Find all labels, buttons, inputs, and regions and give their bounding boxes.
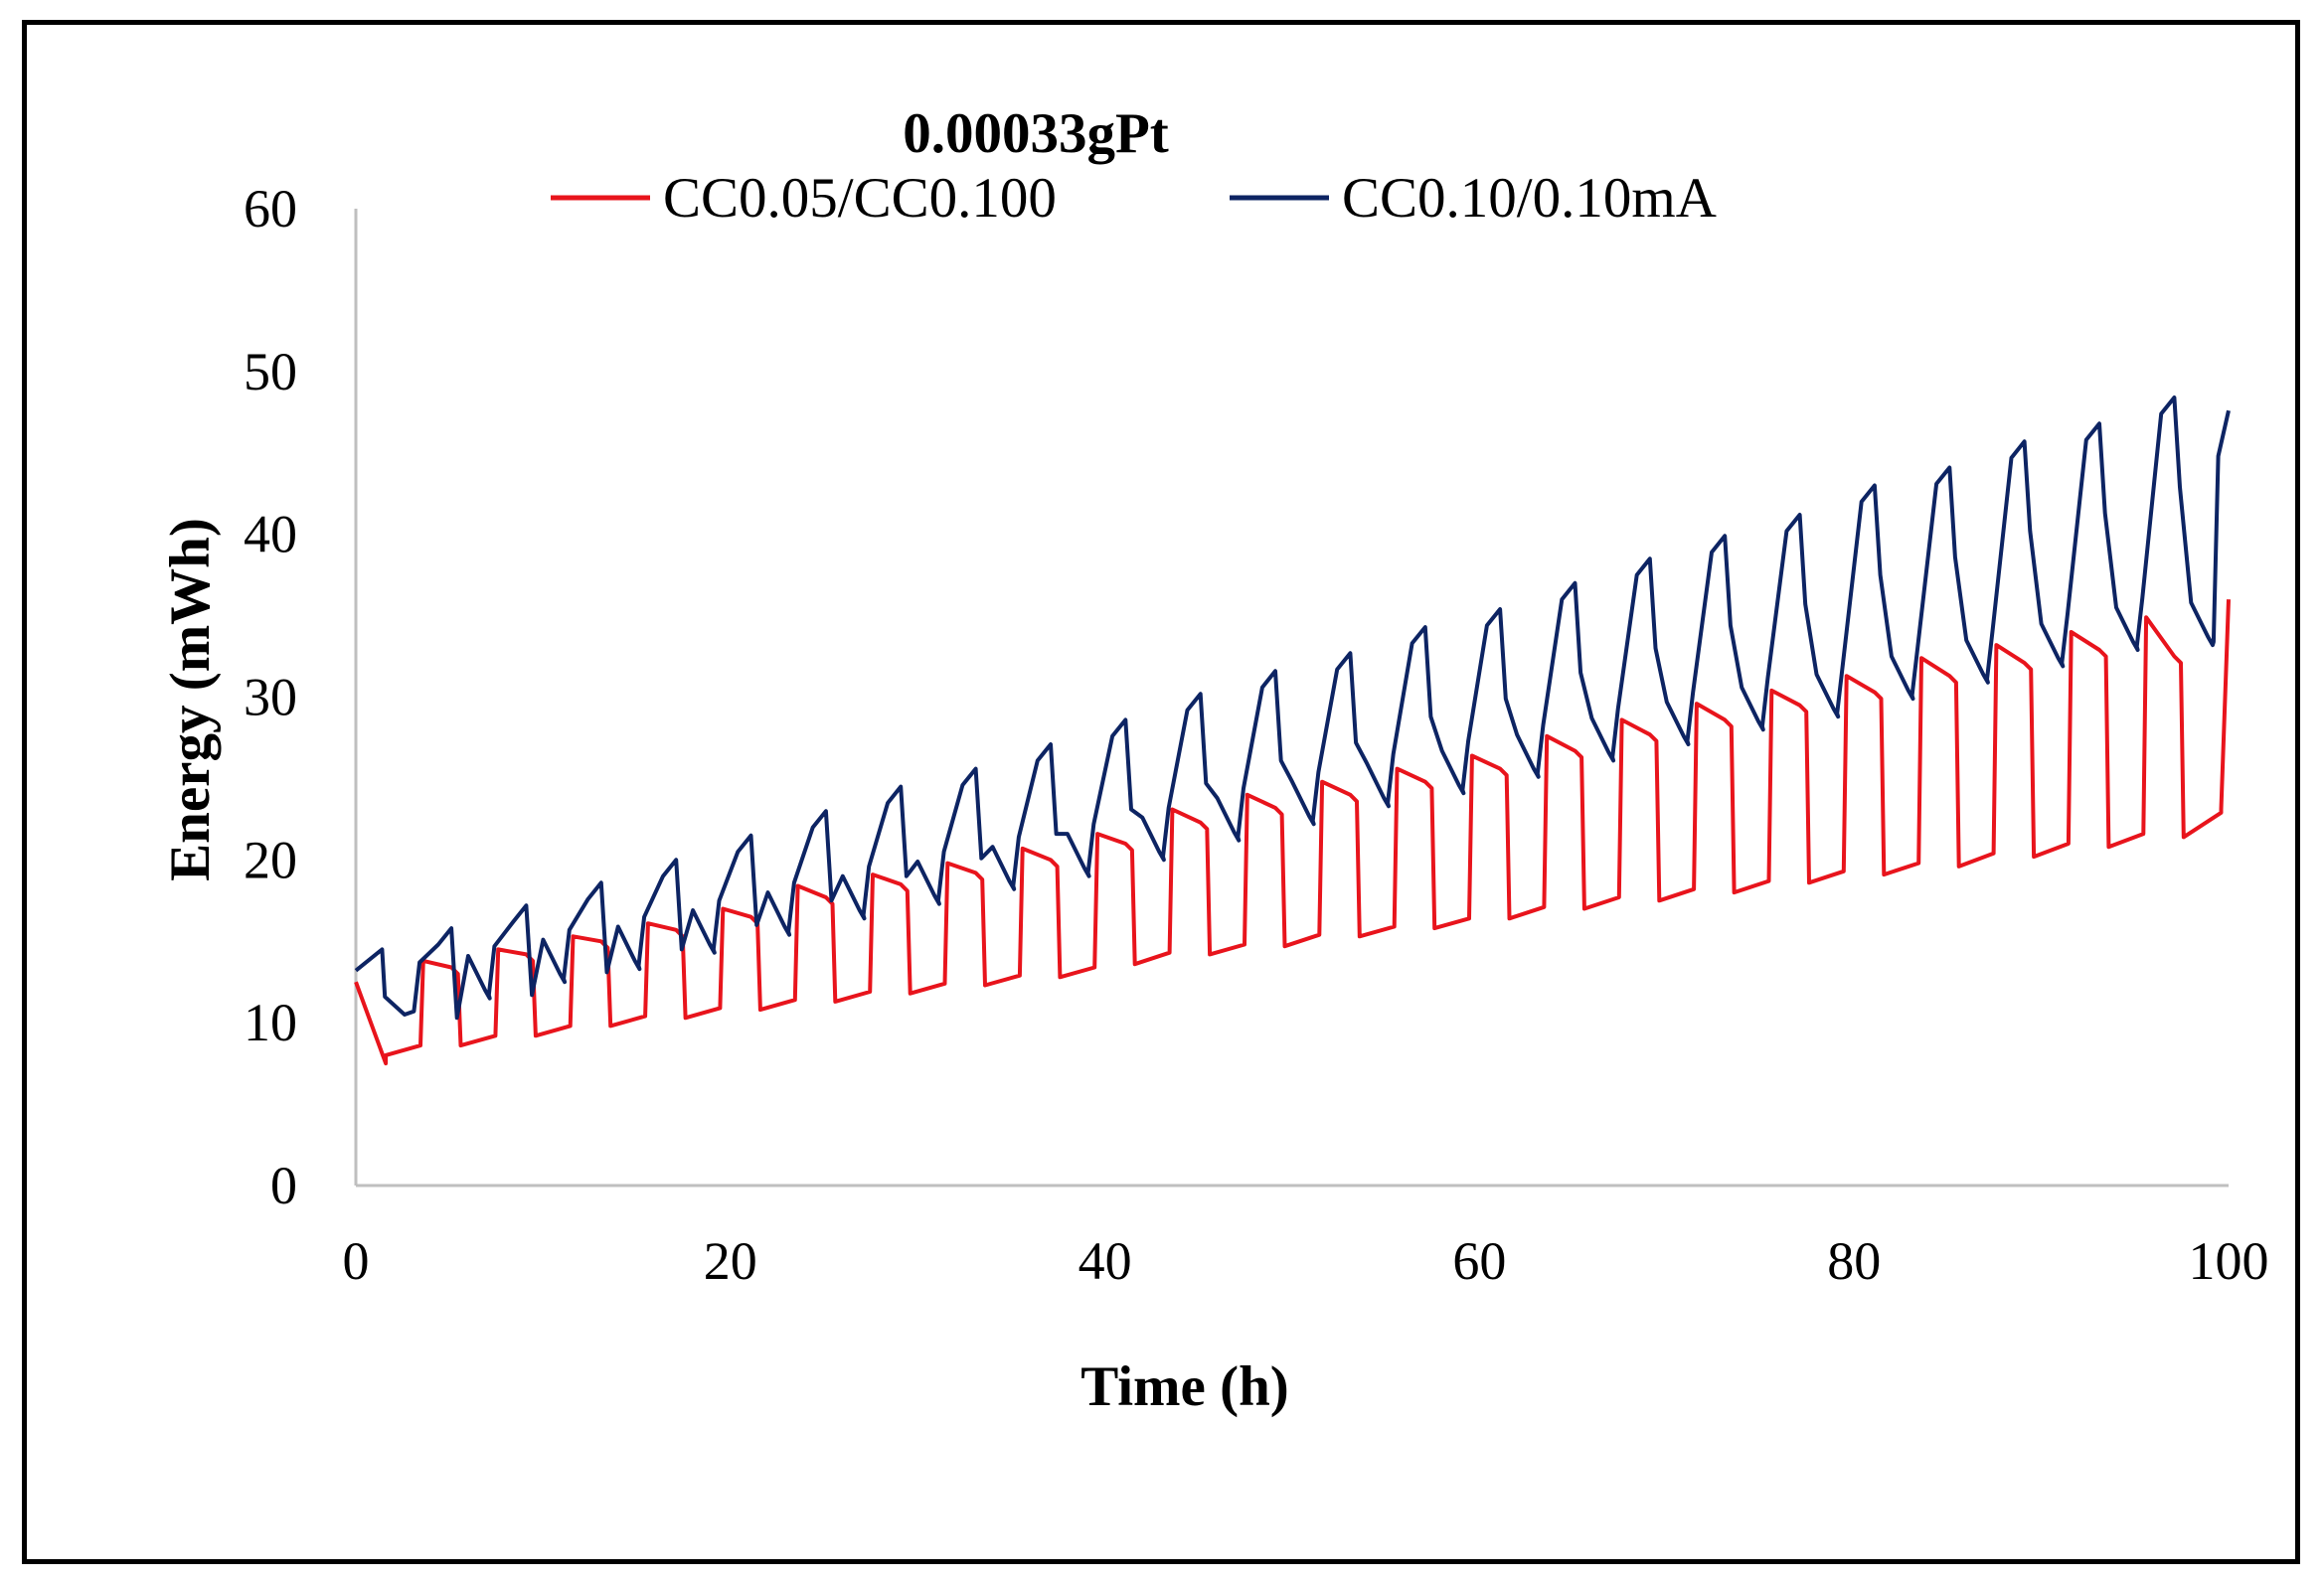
y-tick-label: 50	[244, 342, 297, 401]
x-tick-label: 0	[343, 1231, 370, 1291]
y-tick-label: 60	[244, 179, 297, 238]
x-tick-label: 80	[1827, 1231, 1881, 1291]
x-axis-label: Time (h)	[1080, 1355, 1289, 1418]
series-group	[354, 396, 2231, 1066]
legend: CC0.05/CC0.100 CC0.10/0.10mA	[551, 167, 1717, 230]
legend-label-blue: CC0.10/0.10mA	[1342, 167, 1717, 230]
legend-label-red: CC0.05/CC0.100	[663, 167, 1057, 230]
axes	[354, 209, 2229, 1188]
series-line-cc005	[354, 599, 2231, 1066]
y-axis-label: Energy (mWh)	[159, 518, 222, 881]
y-tick-label: 20	[244, 830, 297, 889]
y-tick-labels: 0 10 20 30 40 50 60	[244, 179, 297, 1215]
x-tick-label: 40	[1079, 1231, 1132, 1291]
chart-title: 0.00033gPt	[903, 102, 1169, 165]
chart-frame: 0.00033gPt CC0.05/CC0.100 CC0.10/0.10mA …	[22, 20, 2300, 1564]
x-tick-label: 60	[1452, 1231, 1506, 1291]
y-tick-label: 40	[244, 505, 297, 564]
y-tick-label: 10	[244, 993, 297, 1052]
x-tick-labels: 0 20 40 60 80 100	[343, 1231, 2269, 1291]
series-line-cc010	[354, 396, 2231, 1021]
y-tick-label: 30	[244, 668, 297, 727]
x-tick-label: 20	[704, 1231, 757, 1291]
energy-chart: 0.00033gPt CC0.05/CC0.100 CC0.10/0.10mA …	[159, 102, 2269, 1418]
y-tick-label: 0	[270, 1156, 297, 1215]
x-tick-label: 100	[2189, 1231, 2269, 1291]
